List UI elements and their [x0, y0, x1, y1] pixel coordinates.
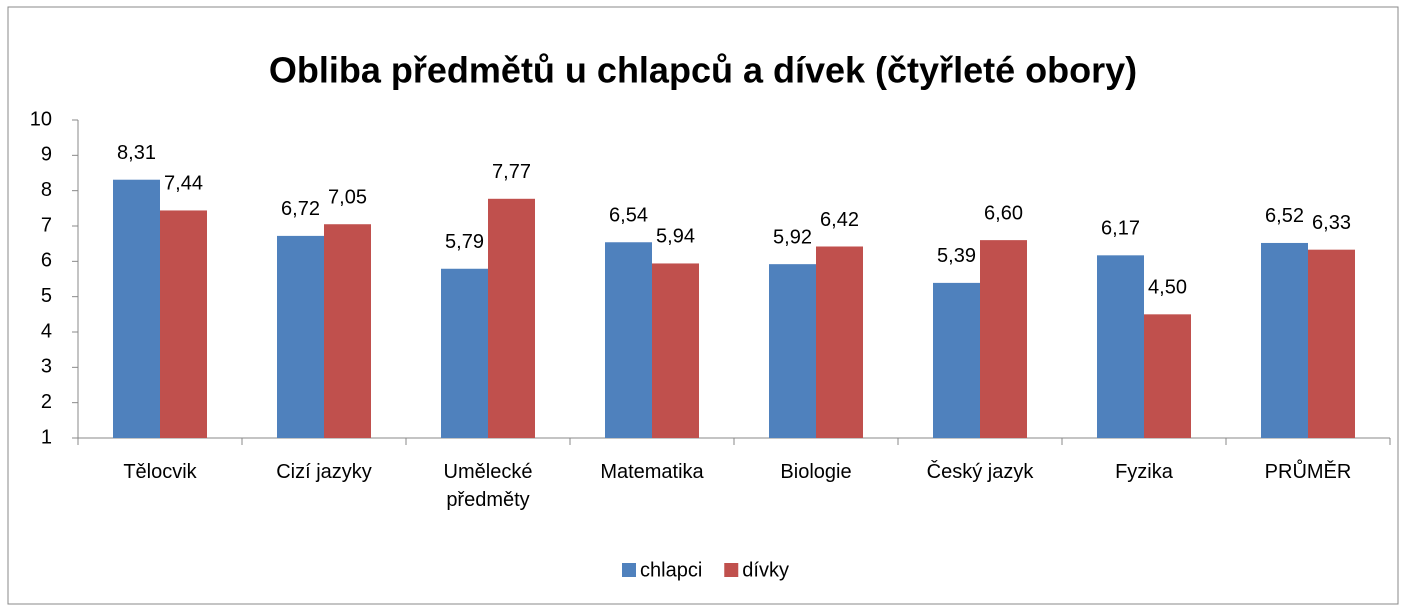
- legend-swatch: [724, 563, 739, 577]
- chart-border: [7, 6, 1399, 605]
- value-label: 6,72: [281, 198, 320, 220]
- y-tick-label: 1: [41, 426, 52, 448]
- legend-swatch: [622, 563, 636, 577]
- legend-label: dívky: [742, 559, 789, 581]
- x-tick-label: Český jazyk: [926, 461, 1034, 483]
- bar: [488, 198, 535, 438]
- bar: [113, 179, 160, 439]
- bar: [1308, 249, 1355, 438]
- y-tick-label: 5: [41, 285, 52, 307]
- bar: [933, 282, 980, 438]
- x-tick-label: Biologie: [780, 461, 852, 483]
- value-label: 7,77: [492, 161, 531, 183]
- x-tick-label: Tělocvik: [123, 461, 197, 483]
- value-label: 4,50: [1148, 277, 1187, 299]
- value-label: 5,94: [656, 226, 695, 248]
- y-tick-label: 3: [41, 356, 52, 378]
- bar: [1261, 242, 1308, 438]
- x-tick-label: PRŮMĚR: [1264, 461, 1352, 483]
- chart-title: Obliba předmětů u chlapců a dívek (čtyřl…: [269, 50, 1137, 91]
- bar: [605, 242, 652, 438]
- value-label: 6,60: [984, 202, 1023, 224]
- x-tick-label: Umělecké předměty: [443, 461, 533, 511]
- value-label: 8,31: [117, 142, 156, 164]
- value-label: 7,44: [164, 173, 203, 195]
- legend-label: chlapci: [640, 559, 702, 581]
- bar: [1097, 255, 1144, 438]
- value-label: 5,39: [937, 245, 976, 267]
- bar: [816, 246, 863, 438]
- value-label: 7,05: [328, 187, 367, 209]
- value-label: 5,92: [773, 226, 812, 248]
- bar: [769, 264, 816, 438]
- value-label: 6,52: [1265, 205, 1304, 227]
- bar: [441, 268, 488, 438]
- y-tick-label: 7: [41, 214, 52, 236]
- value-label: 6,42: [820, 209, 859, 231]
- bar: [980, 240, 1027, 438]
- y-tick-label: 9: [41, 144, 52, 166]
- y-tick-label: 6: [41, 250, 52, 272]
- bar: [652, 263, 699, 438]
- y-tick-label: 4: [41, 320, 52, 342]
- bar: [277, 235, 324, 438]
- bar: [324, 224, 371, 438]
- y-tick-label: 8: [41, 179, 52, 201]
- value-label: 6,33: [1312, 212, 1351, 234]
- x-tick-label: Cizí jazyky: [276, 461, 372, 483]
- value-label: 5,79: [445, 231, 484, 253]
- bar: [160, 210, 207, 438]
- value-label: 6,17: [1101, 218, 1140, 240]
- x-tick-label: Matematika: [600, 461, 704, 483]
- y-tick-label: 2: [41, 391, 52, 413]
- x-tick-label: Fyzika: [1115, 461, 1173, 483]
- value-label: 6,54: [609, 205, 648, 227]
- bar: [1144, 314, 1191, 438]
- y-tick-label: 10: [30, 108, 52, 130]
